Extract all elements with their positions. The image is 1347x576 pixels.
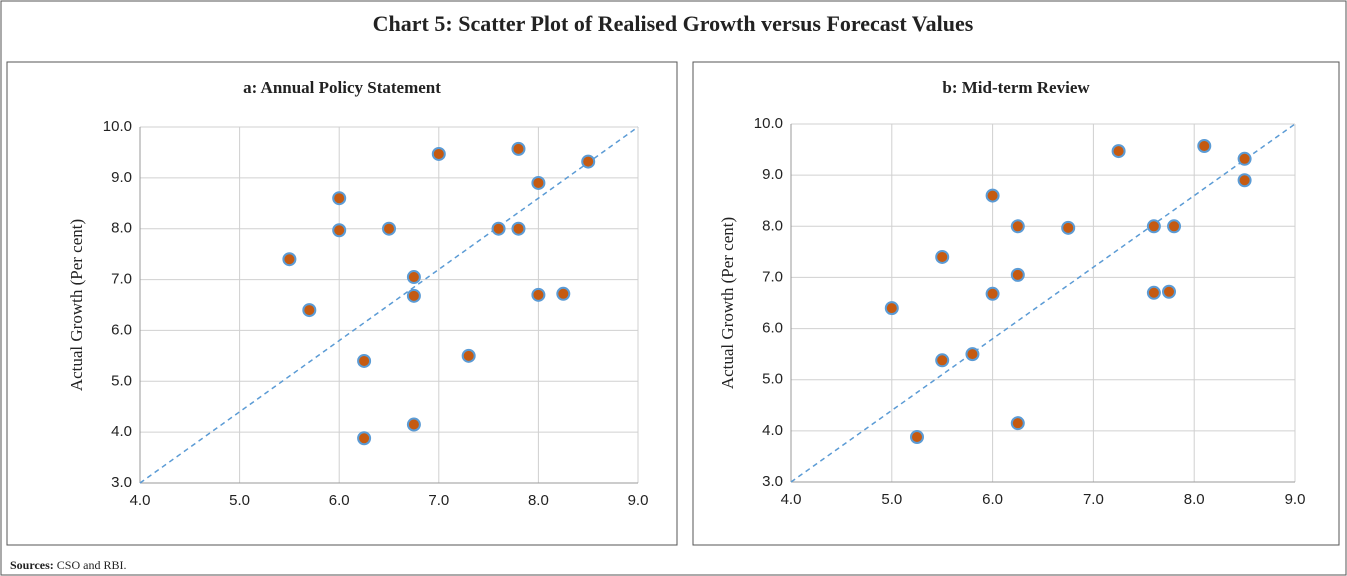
point xyxy=(461,348,476,363)
x-tick-label: 6.0 xyxy=(982,491,1003,508)
point xyxy=(357,353,372,368)
point xyxy=(531,175,546,190)
point xyxy=(1237,151,1252,166)
point xyxy=(431,146,446,161)
y-tick-label: 4.0 xyxy=(111,423,132,440)
y-tick-label: 8.0 xyxy=(762,217,783,234)
point xyxy=(406,417,421,432)
point xyxy=(511,221,526,236)
y-tick-label: 7.0 xyxy=(111,271,132,288)
point xyxy=(1162,284,1176,299)
point xyxy=(1111,144,1126,159)
point xyxy=(1146,285,1161,300)
y-tick-label: 5.0 xyxy=(111,372,132,389)
point xyxy=(302,303,317,318)
y-tick-label: 5.0 xyxy=(762,371,783,388)
x-tick-label: 7.0 xyxy=(428,492,449,509)
sources-text: CSO and RBI. xyxy=(57,558,127,572)
x-tick-label: 5.0 xyxy=(229,492,250,509)
sources: Sources: CSO and RBI. xyxy=(10,558,126,572)
sources-label: Sources: xyxy=(10,558,54,572)
y-axis-label: Actual Growth (Per cent) xyxy=(67,219,86,391)
point xyxy=(1010,416,1025,431)
figure-title: Chart 5: Scatter Plot of Realised Growth… xyxy=(373,11,974,36)
point xyxy=(1197,138,1212,153)
y-tick-label: 3.0 xyxy=(111,474,132,491)
point xyxy=(581,154,596,169)
point xyxy=(282,252,297,267)
point xyxy=(935,249,950,264)
x-tick-label: 4.0 xyxy=(130,492,151,509)
point xyxy=(985,188,1000,203)
y-tick-label: 9.0 xyxy=(762,166,783,183)
point xyxy=(1146,219,1161,234)
y-tick-label: 3.0 xyxy=(762,473,783,490)
x-tick-label: 8.0 xyxy=(1184,491,1205,508)
y-axis-label: Actual Growth (Per cent) xyxy=(718,217,737,389)
y-tick-label: 4.0 xyxy=(762,422,783,439)
reference-line xyxy=(139,126,639,484)
point xyxy=(1237,173,1252,188)
panel-frame xyxy=(692,61,1340,546)
panel-frame xyxy=(6,61,678,546)
y-tick-label: 7.0 xyxy=(762,268,783,285)
y-tick-label: 8.0 xyxy=(111,220,132,237)
reference-line xyxy=(790,123,1296,483)
y-tick-label: 10.0 xyxy=(103,118,132,135)
x-tick-label: 9.0 xyxy=(1285,491,1306,508)
x-tick-label: 9.0 xyxy=(628,492,649,509)
x-tick-label: 4.0 xyxy=(781,491,802,508)
point xyxy=(910,429,924,444)
point xyxy=(332,191,347,206)
point xyxy=(1010,267,1025,282)
point xyxy=(985,286,1000,301)
point xyxy=(332,223,347,238)
y-tick-label: 10.0 xyxy=(754,115,783,132)
point xyxy=(884,301,899,316)
x-tick-label: 8.0 xyxy=(528,492,549,509)
y-tick-label: 6.0 xyxy=(111,321,132,338)
point xyxy=(382,221,396,236)
point xyxy=(1167,219,1182,234)
x-tick-label: 5.0 xyxy=(881,491,902,508)
point xyxy=(406,288,421,303)
point xyxy=(357,431,372,446)
y-tick-label: 6.0 xyxy=(762,320,783,337)
x-tick-label: 7.0 xyxy=(1083,491,1104,508)
panel-title: a: Annual Policy Statement xyxy=(243,78,441,97)
point xyxy=(511,141,526,156)
point xyxy=(491,221,506,236)
point xyxy=(406,270,421,285)
panel-title: b: Mid-term Review xyxy=(942,78,1090,97)
point xyxy=(531,287,546,302)
point xyxy=(1061,220,1076,235)
point xyxy=(556,286,571,301)
y-tick-label: 9.0 xyxy=(111,169,132,186)
point xyxy=(1010,219,1025,234)
point xyxy=(935,353,950,368)
point xyxy=(965,347,980,362)
x-tick-label: 6.0 xyxy=(329,492,350,509)
